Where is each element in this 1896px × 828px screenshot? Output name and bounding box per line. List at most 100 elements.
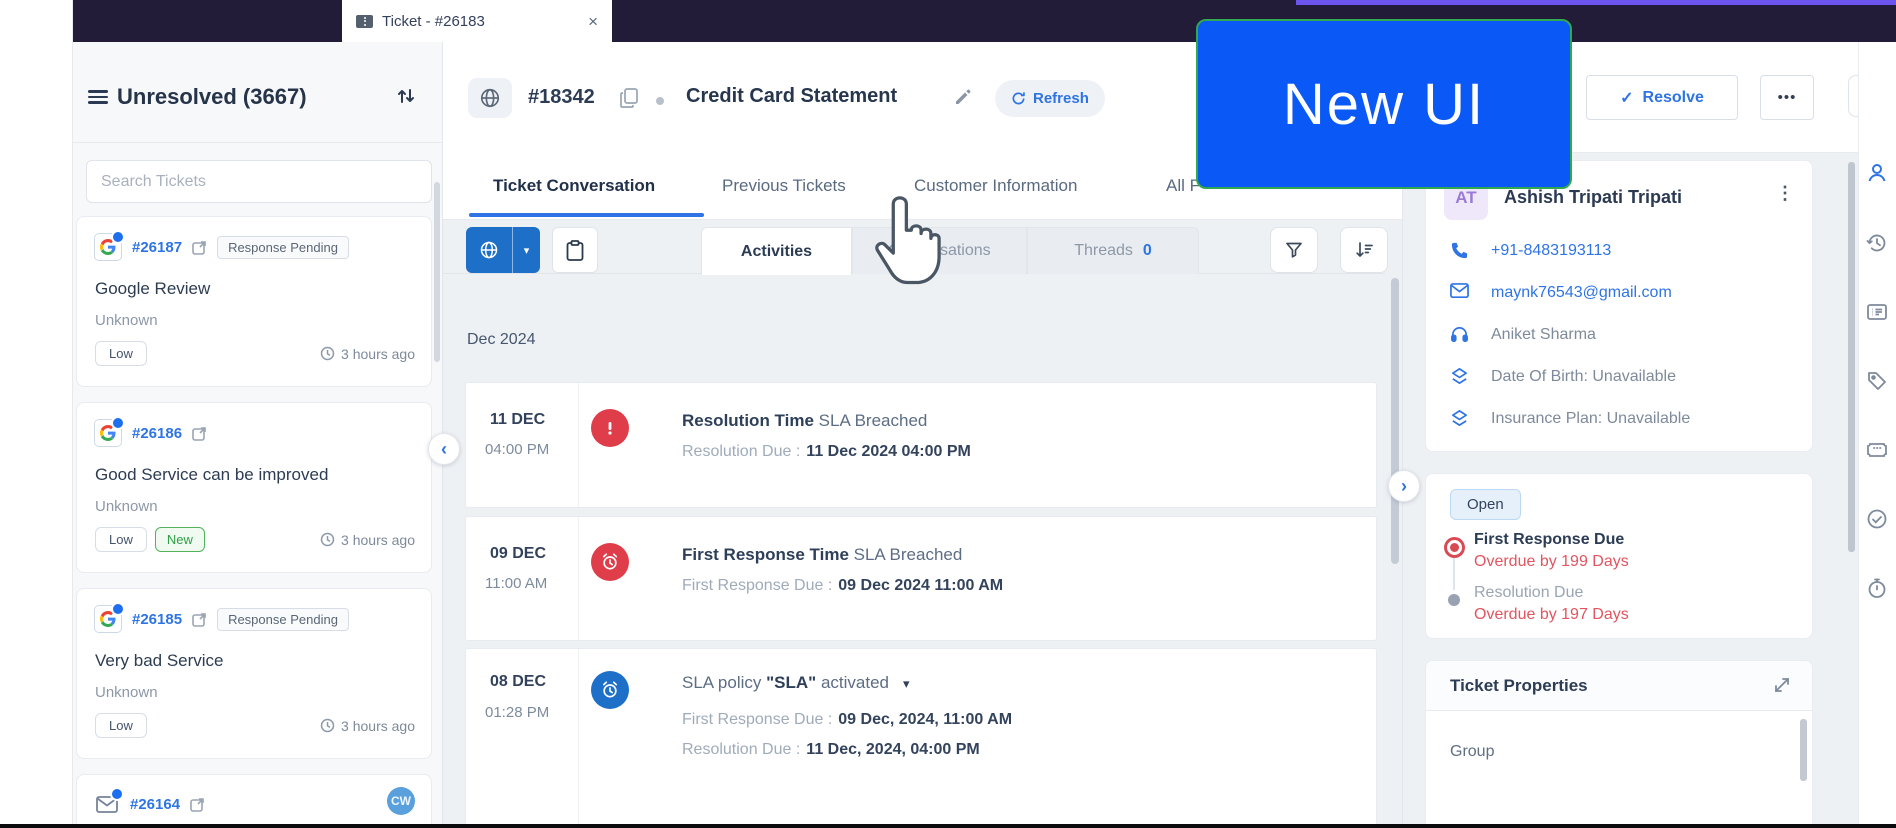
tab-activities[interactable]: Activities [701, 227, 852, 275]
copy-icon[interactable] [620, 88, 638, 108]
funnel-icon [1286, 242, 1302, 258]
ticket-requester: Unknown [95, 312, 158, 329]
tags-icon[interactable] [1866, 370, 1888, 392]
timeline-event: 11 DEC 04:00 PM Resolution Time SLA Brea… [465, 382, 1377, 508]
tab-previous-tickets[interactable]: Previous Tickets [722, 176, 846, 195]
conversation-scrollbar[interactable] [1391, 278, 1399, 564]
resolve-button[interactable]: ✓ Resolve [1586, 75, 1738, 120]
collapse-list-chevron[interactable]: ‹ [428, 433, 460, 465]
ticket-id-link[interactable]: #26164 [130, 795, 181, 813]
refresh-button[interactable]: Refresh [995, 80, 1105, 117]
caret-down-icon[interactable]: ▾ [523, 244, 530, 257]
caret-down-icon[interactable]: ▾ [903, 676, 910, 691]
unread-dot [110, 787, 124, 801]
separator-dot [656, 97, 664, 105]
active-tab-underline [469, 213, 704, 217]
filter-button[interactable] [1270, 227, 1318, 273]
group-field-label: Group [1450, 743, 1495, 760]
unread-dot [111, 230, 125, 244]
contact-card: AT Ashish Tripati Tripati ⋮ +91-84831931… [1425, 160, 1813, 452]
priority-badge: Low [95, 713, 147, 738]
external-link-icon[interactable] [192, 612, 207, 627]
ellipsis-icon: ••• [1777, 89, 1797, 106]
status-open-badge[interactable]: Open [1450, 489, 1521, 520]
tab-ticket-conversation[interactable]: Ticket Conversation [493, 176, 656, 195]
list-scrollbar[interactable] [434, 182, 440, 362]
check-icon: ✓ [1620, 89, 1634, 107]
contact-phone-row[interactable]: +91-8483193113 [1450, 241, 1611, 260]
ticket-id-link[interactable]: #26187 [132, 238, 183, 256]
contact-dob-row: Date Of Birth: Unavailable [1450, 367, 1676, 386]
first-response-overdue: Overdue by 199 Days [1474, 553, 1629, 570]
external-link-icon[interactable] [192, 240, 207, 255]
sort-desc-icon [1355, 242, 1373, 257]
email-source-icon [94, 787, 124, 817]
sla-breach-alert-icon [591, 409, 629, 447]
browser-tab-active-ticket[interactable]: Ticket - #26183 × [342, 0, 612, 42]
globe-icon[interactable] [466, 227, 513, 273]
notes-clipboard-button[interactable] [552, 227, 598, 273]
clock-icon [320, 346, 335, 361]
ticket-properties-card: Ticket Properties Group [1425, 660, 1813, 828]
resolution-overdue: Overdue by 197 Days [1474, 606, 1629, 623]
layers-icon [1450, 409, 1469, 428]
related-tickets-icon[interactable] [1866, 439, 1888, 461]
ticket-id: #18342 [528, 86, 595, 108]
contact-details-icon[interactable] [1866, 162, 1888, 184]
resolution-due-label: Resolution Due [1474, 584, 1584, 601]
google-source-icon [94, 602, 125, 633]
list-menu-icon[interactable] [88, 90, 108, 104]
ticket-card[interactable]: #26187 Response Pending Google Review Un… [76, 216, 432, 387]
ticket-title[interactable]: Very bad Service [95, 651, 224, 670]
history-icon[interactable] [1866, 232, 1888, 254]
tab-all-fields[interactable]: All F [1166, 176, 1200, 195]
ticket-title[interactable]: Google Review [95, 279, 211, 298]
sort-updown-icon[interactable] [394, 84, 418, 108]
tab-threads[interactable]: Threads 0 [1027, 227, 1199, 274]
ticket-id-link[interactable]: #26185 [132, 610, 183, 628]
ticket-list-panel: Unresolved (3667) #26187 Response Pendin… [72, 42, 443, 828]
properties-scrollbar[interactable] [1800, 719, 1807, 781]
ticket-title[interactable]: Good Service can be improved [95, 465, 329, 484]
panel-scrollbar[interactable] [1848, 162, 1855, 552]
phone-icon [1450, 241, 1469, 260]
ticket-properties-title: Ticket Properties [1450, 676, 1588, 695]
priority-badge: Low [95, 341, 147, 366]
external-link-icon[interactable] [192, 426, 207, 441]
ticket-card[interactable]: #26164 CW [76, 774, 432, 828]
browser-topbar [0, 0, 1896, 42]
ticket-card[interactable]: #26186 Good Service can be improved Unkn… [76, 402, 432, 573]
search-input[interactable] [86, 160, 432, 203]
expand-panel-chevron[interactable]: › [1388, 470, 1420, 502]
contact-email-row[interactable]: maynk76543@gmail.com [1450, 283, 1672, 302]
sort-button[interactable] [1340, 227, 1388, 273]
more-actions-button[interactable]: ••• [1760, 75, 1814, 120]
ticket-age: 3 hours ago [320, 532, 415, 548]
ticket-details-icon[interactable] [1866, 301, 1888, 323]
external-link-icon[interactable] [190, 797, 205, 812]
conversation-area: ▾ Activities Conversations Threads 0 Dec… [442, 219, 1402, 828]
kebab-menu-icon[interactable]: ⋮ [1776, 183, 1794, 203]
threads-count: 0 [1142, 242, 1152, 259]
priority-badge: Low [95, 527, 147, 552]
hand-cursor [872, 188, 944, 292]
expand-icon[interactable] [1772, 675, 1792, 695]
time-logs-icon[interactable] [1866, 577, 1888, 599]
ticket-id-link[interactable]: #26186 [132, 424, 183, 442]
timeline-month: Dec 2024 [467, 331, 536, 348]
close-tab-icon[interactable]: × [588, 11, 598, 31]
headset-icon [1450, 325, 1469, 344]
refresh-icon [1012, 92, 1025, 105]
ticket-icon [356, 14, 373, 28]
list-title[interactable]: Unresolved (3667) [117, 84, 307, 109]
edit-icon[interactable] [954, 88, 972, 106]
ticket-subject: Credit Card Statement [686, 85, 898, 107]
ticket-card[interactable]: #26185 Response Pending Very bad Service… [76, 588, 432, 759]
reply-split-button[interactable]: ▾ [466, 227, 540, 273]
status-badge: Response Pending [217, 235, 349, 259]
approvals-icon[interactable] [1866, 508, 1888, 530]
new-tag: New [154, 527, 205, 552]
new-ui-label: New UI [1282, 71, 1486, 137]
screen-edge [0, 824, 1896, 828]
tab-customer-information[interactable]: Customer Information [914, 176, 1078, 195]
